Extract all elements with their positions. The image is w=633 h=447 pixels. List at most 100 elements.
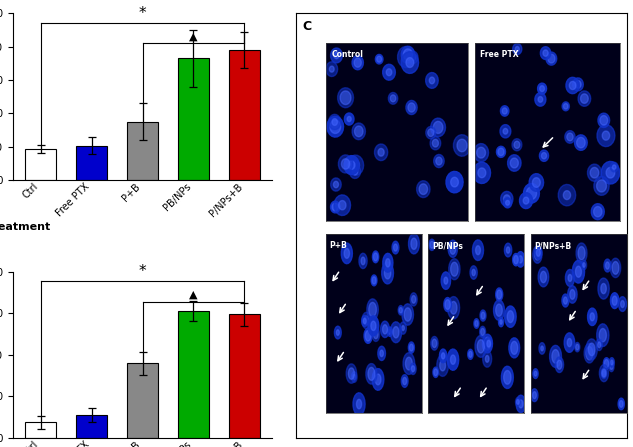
Polygon shape (507, 311, 513, 323)
Polygon shape (557, 360, 562, 369)
Polygon shape (500, 320, 502, 324)
Polygon shape (535, 93, 546, 106)
Polygon shape (569, 81, 576, 89)
Polygon shape (475, 335, 487, 357)
Polygon shape (368, 367, 375, 380)
Polygon shape (378, 346, 385, 361)
Polygon shape (533, 369, 538, 379)
Polygon shape (449, 259, 460, 280)
Bar (229, 50, 260, 180)
Polygon shape (429, 239, 435, 250)
Polygon shape (477, 147, 486, 158)
Polygon shape (441, 353, 445, 359)
Polygon shape (334, 52, 339, 59)
Polygon shape (434, 369, 437, 376)
Polygon shape (605, 359, 609, 368)
Polygon shape (430, 241, 434, 249)
Polygon shape (486, 337, 492, 350)
Polygon shape (513, 253, 519, 266)
Polygon shape (473, 162, 491, 184)
Polygon shape (375, 55, 383, 64)
Polygon shape (368, 316, 379, 336)
Polygon shape (533, 246, 542, 263)
Polygon shape (364, 316, 369, 325)
Polygon shape (564, 333, 575, 352)
Polygon shape (532, 177, 541, 187)
Polygon shape (336, 330, 339, 335)
Polygon shape (583, 263, 586, 267)
Polygon shape (344, 249, 349, 258)
Polygon shape (411, 366, 415, 372)
Polygon shape (411, 295, 416, 303)
Bar (229, 314, 260, 438)
Polygon shape (563, 297, 567, 304)
Polygon shape (346, 364, 356, 384)
Polygon shape (432, 339, 437, 348)
Polygon shape (594, 177, 609, 195)
Polygon shape (598, 278, 610, 299)
Polygon shape (430, 337, 438, 350)
Polygon shape (570, 290, 575, 299)
Polygon shape (503, 195, 510, 203)
Polygon shape (428, 129, 434, 136)
Polygon shape (361, 257, 365, 265)
Polygon shape (351, 372, 357, 382)
Polygon shape (426, 127, 436, 139)
Polygon shape (601, 161, 620, 184)
Polygon shape (604, 259, 611, 272)
Polygon shape (365, 330, 371, 341)
Polygon shape (582, 260, 587, 270)
Polygon shape (475, 246, 480, 255)
Polygon shape (482, 334, 492, 353)
Polygon shape (372, 327, 380, 342)
Polygon shape (601, 368, 606, 379)
Polygon shape (362, 312, 371, 329)
Polygon shape (610, 258, 621, 278)
Polygon shape (509, 338, 520, 358)
Polygon shape (597, 125, 615, 147)
Polygon shape (596, 180, 606, 192)
Polygon shape (591, 204, 605, 219)
Polygon shape (378, 148, 384, 156)
Polygon shape (430, 136, 441, 150)
Polygon shape (372, 251, 379, 263)
Polygon shape (353, 393, 365, 415)
Text: Free PTX: Free PTX (480, 50, 519, 59)
Polygon shape (505, 243, 511, 257)
Text: 72 h treatment: 72 h treatment (0, 222, 50, 232)
Polygon shape (341, 159, 350, 169)
Polygon shape (371, 275, 377, 286)
Polygon shape (327, 116, 344, 137)
Polygon shape (361, 316, 368, 327)
Polygon shape (377, 56, 382, 62)
Polygon shape (534, 371, 537, 376)
Bar (25, 149, 56, 180)
Polygon shape (334, 326, 341, 339)
Polygon shape (339, 155, 353, 173)
Polygon shape (451, 177, 458, 187)
Polygon shape (600, 115, 608, 125)
Polygon shape (575, 135, 587, 150)
Polygon shape (391, 95, 396, 102)
Polygon shape (410, 54, 416, 61)
Polygon shape (538, 267, 549, 287)
Polygon shape (448, 240, 458, 257)
Polygon shape (603, 371, 605, 375)
Polygon shape (502, 108, 507, 114)
Polygon shape (403, 49, 413, 60)
Polygon shape (516, 395, 525, 413)
Polygon shape (587, 164, 601, 181)
Polygon shape (578, 246, 585, 260)
Polygon shape (354, 58, 361, 67)
Polygon shape (364, 328, 372, 343)
Polygon shape (337, 88, 354, 108)
Polygon shape (382, 325, 387, 334)
Polygon shape (578, 91, 591, 106)
Polygon shape (475, 320, 478, 326)
Polygon shape (552, 350, 559, 363)
Polygon shape (406, 101, 417, 114)
Polygon shape (498, 148, 504, 156)
Text: P/NPs+B: P/NPs+B (535, 241, 572, 250)
Polygon shape (514, 255, 518, 264)
Polygon shape (457, 139, 467, 152)
